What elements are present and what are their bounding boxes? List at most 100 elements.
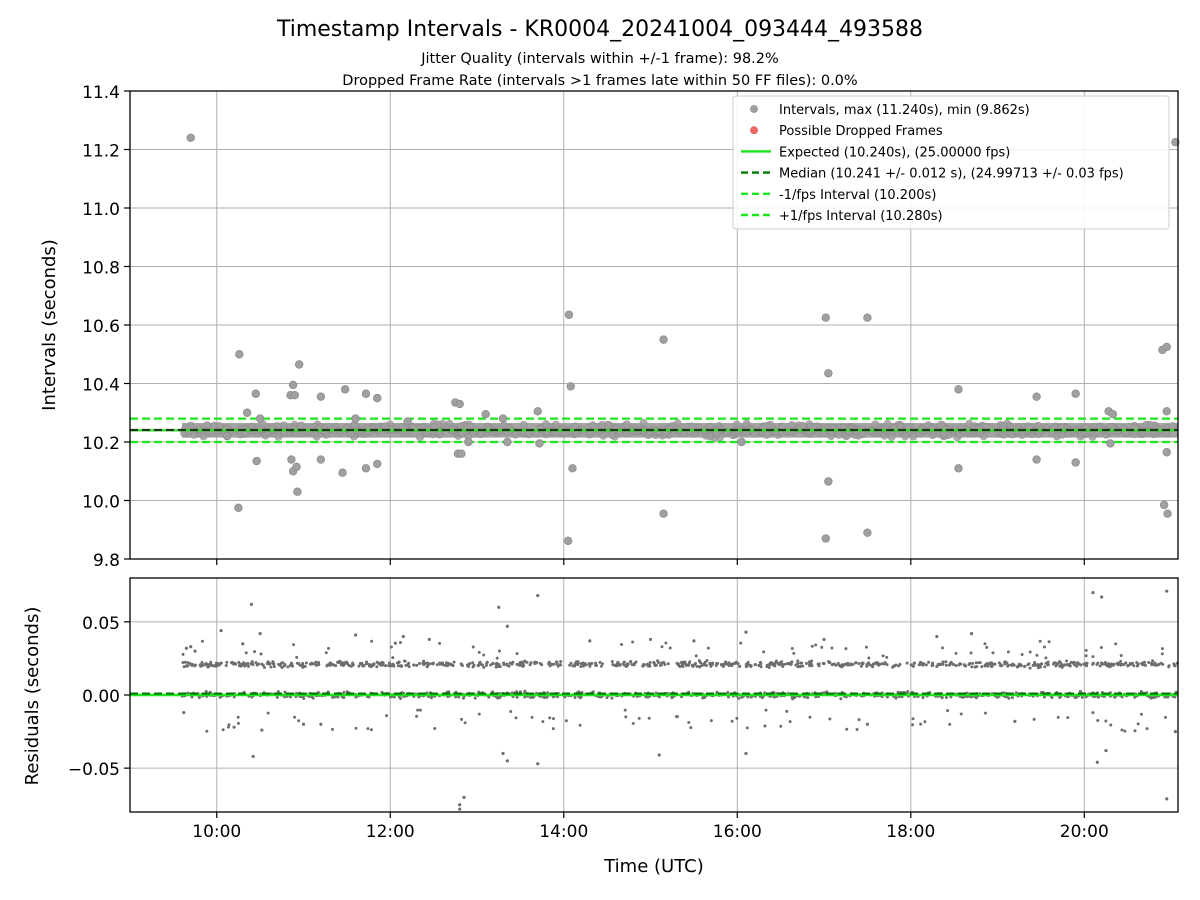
interval-outlier-point bbox=[737, 437, 746, 447]
residual-point bbox=[1016, 665, 1020, 669]
residual-point bbox=[1062, 663, 1066, 667]
residual-point bbox=[225, 660, 229, 664]
residual-point bbox=[790, 646, 794, 650]
residual-point bbox=[1116, 662, 1120, 666]
residual-point bbox=[209, 660, 213, 664]
interval-outlier-point bbox=[821, 534, 830, 543]
residual-point bbox=[494, 665, 498, 669]
residual-outlier-point bbox=[258, 631, 262, 636]
residual-outlier-point bbox=[648, 637, 653, 642]
residual-point bbox=[730, 664, 734, 668]
interval-outlier-point bbox=[316, 455, 326, 464]
residual-point bbox=[349, 664, 353, 668]
residual-point bbox=[1042, 695, 1046, 699]
residual-point bbox=[366, 727, 370, 731]
residual-point bbox=[1056, 715, 1060, 719]
residual-point bbox=[622, 660, 626, 664]
interval-point bbox=[210, 421, 219, 430]
residual-point bbox=[654, 691, 658, 695]
residual-point bbox=[710, 662, 714, 666]
residual-point bbox=[1160, 647, 1164, 651]
residual-point bbox=[1112, 662, 1116, 666]
residual-point bbox=[385, 714, 389, 718]
residual-point bbox=[564, 719, 568, 723]
residual-point bbox=[788, 720, 792, 724]
residual-point bbox=[301, 663, 305, 667]
residual-point bbox=[662, 661, 666, 665]
residual-point bbox=[666, 662, 670, 666]
residual-outlier-point bbox=[505, 759, 509, 763]
residual-point bbox=[579, 665, 583, 669]
residual-point bbox=[236, 721, 240, 725]
residual-point bbox=[700, 664, 704, 668]
residual-point bbox=[430, 662, 434, 666]
residual-point bbox=[266, 711, 270, 715]
residual-point bbox=[312, 662, 316, 666]
residual-point bbox=[1136, 663, 1140, 667]
residual-point bbox=[1051, 662, 1055, 666]
residual-point bbox=[610, 660, 614, 664]
residual-point bbox=[844, 647, 848, 651]
residual-point bbox=[364, 662, 368, 666]
residual-point bbox=[521, 664, 525, 668]
residual-outlier-point bbox=[401, 634, 405, 639]
residual-point bbox=[792, 651, 796, 655]
residual-point bbox=[559, 663, 563, 667]
residual-point bbox=[1154, 695, 1158, 699]
interval-outlier-point bbox=[503, 437, 512, 447]
residual-point bbox=[1069, 660, 1073, 664]
residual-point bbox=[941, 646, 945, 650]
residual-point bbox=[1114, 642, 1118, 646]
interval-point bbox=[203, 421, 211, 430]
residual-outlier-point bbox=[536, 593, 540, 598]
residual-point bbox=[244, 651, 248, 655]
residual-point bbox=[302, 696, 306, 700]
residual-point bbox=[438, 641, 442, 645]
residual-point bbox=[494, 662, 498, 666]
residual-point bbox=[630, 663, 634, 667]
residual-point bbox=[1139, 712, 1143, 716]
residual-point bbox=[292, 643, 296, 647]
residual-point bbox=[1113, 695, 1117, 699]
interval-outlier-point bbox=[234, 503, 243, 513]
residual-point bbox=[1005, 661, 1009, 665]
residual-outlier-point bbox=[744, 630, 748, 634]
residual-point bbox=[416, 708, 420, 712]
residual-point bbox=[839, 665, 843, 669]
residual-point bbox=[485, 661, 489, 665]
residual-point bbox=[600, 662, 604, 666]
residual-point bbox=[254, 661, 258, 665]
residual-point bbox=[425, 665, 429, 669]
residual-point bbox=[631, 721, 635, 725]
interval-point bbox=[622, 420, 631, 429]
residual-point bbox=[745, 726, 749, 730]
residual-point bbox=[686, 663, 690, 667]
residual-point bbox=[675, 661, 679, 665]
residual-point bbox=[911, 717, 915, 721]
residual-outlier-point bbox=[427, 637, 431, 642]
residual-point bbox=[709, 664, 713, 668]
residual-outlier-point bbox=[458, 807, 462, 811]
residual-point bbox=[892, 664, 896, 668]
residual-point bbox=[1109, 663, 1113, 667]
residual-point bbox=[588, 662, 592, 666]
residual-point bbox=[1080, 695, 1084, 699]
residual-outlier-point bbox=[353, 633, 358, 637]
residual-point bbox=[1028, 650, 1032, 654]
interval-point bbox=[965, 419, 974, 428]
residuals-y-axis-label: Residuals (seconds) bbox=[22, 607, 43, 786]
residual-point bbox=[360, 662, 364, 666]
residual-point bbox=[351, 661, 355, 665]
residual-point bbox=[898, 662, 902, 666]
residual-point bbox=[947, 663, 951, 667]
residual-point bbox=[510, 691, 514, 695]
residual-point bbox=[552, 662, 556, 666]
residual-point bbox=[510, 662, 514, 666]
residual-point bbox=[317, 660, 321, 664]
interval-outlier-point bbox=[1162, 448, 1171, 457]
residual-point bbox=[568, 663, 572, 667]
residual-point bbox=[726, 690, 730, 694]
x-tick-label: 10:00 bbox=[192, 822, 241, 842]
residual-outlier-point bbox=[251, 754, 255, 759]
residual-point bbox=[204, 689, 208, 693]
